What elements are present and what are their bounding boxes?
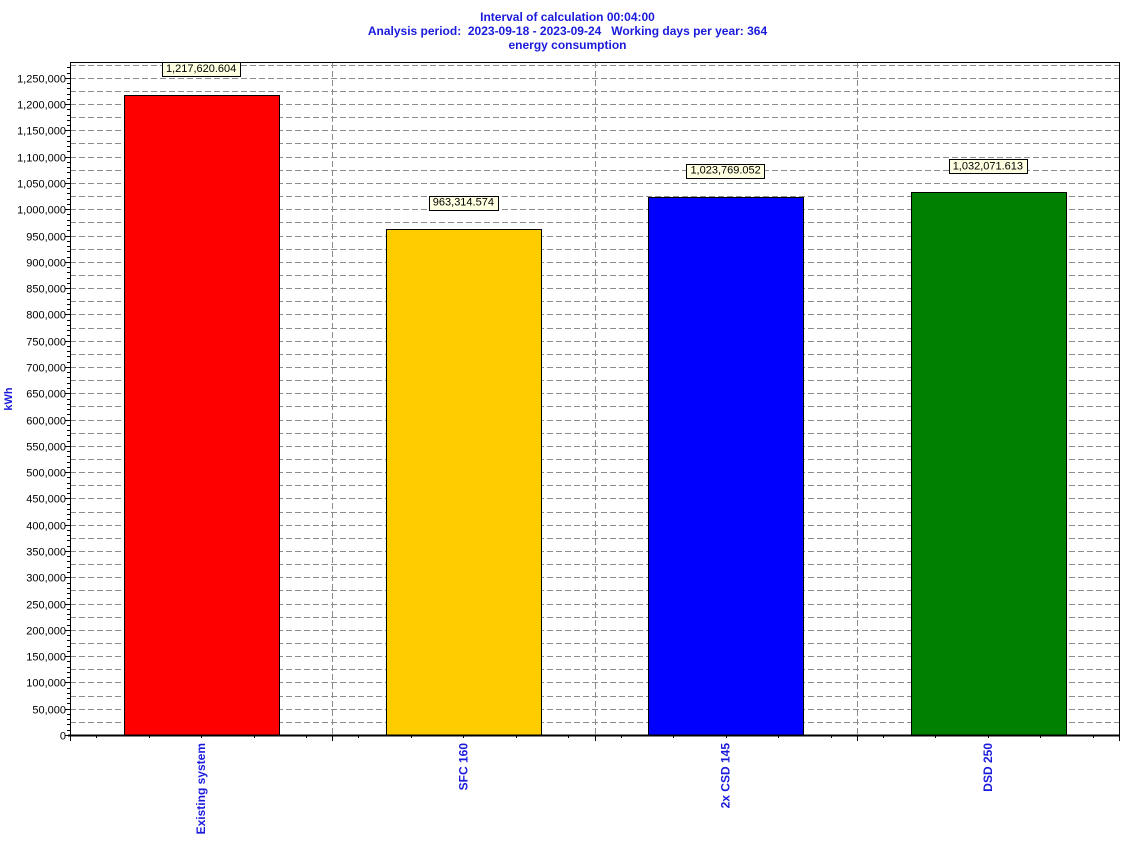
y-tick-label: 700,000 bbox=[26, 363, 66, 375]
plot-frame bbox=[68, 62, 1120, 737]
x-category-label: DSD 250 bbox=[981, 743, 995, 792]
y-tick-label: 650,000 bbox=[26, 389, 66, 401]
chart-title: Interval of calculation 00:04:00 Analysi… bbox=[0, 10, 1135, 52]
x-category-label: 2x CSD 145 bbox=[719, 743, 733, 809]
data-label: 963,314.574 bbox=[429, 196, 499, 211]
y-tick-label: 950,000 bbox=[26, 232, 66, 244]
y-tick-label: 100,000 bbox=[26, 678, 66, 690]
y-tick-label: 150,000 bbox=[26, 652, 66, 664]
y-tick-label: 1,250,000 bbox=[17, 74, 66, 86]
data-labels: 1,217,620.604 963,314.574 1,023,769.052 1,0… bbox=[162, 62, 1028, 211]
bar bbox=[911, 192, 1067, 736]
data-label-text: 1,217,620.604 bbox=[166, 63, 236, 75]
bar bbox=[648, 197, 804, 736]
y-tick-label: 500,000 bbox=[26, 468, 66, 480]
y-axis-title: kWh bbox=[3, 387, 15, 411]
data-label-text: 1,023,769.052 bbox=[690, 165, 760, 177]
data-label-box bbox=[686, 164, 765, 179]
title-line-1: Interval of calculation 00:04:00 bbox=[480, 10, 655, 24]
bar bbox=[124, 95, 280, 736]
y-tick-label: 800,000 bbox=[26, 310, 66, 322]
data-label-box bbox=[429, 196, 499, 211]
y-tick-label: 200,000 bbox=[26, 626, 66, 638]
y-tick-label: 750,000 bbox=[26, 337, 66, 349]
y-tick-label: 250,000 bbox=[26, 600, 66, 612]
bar bbox=[386, 229, 542, 736]
data-label: 1,023,769.052 bbox=[686, 164, 765, 179]
data-label-text: 963,314.574 bbox=[433, 197, 494, 209]
x-category-label: SFC 160 bbox=[456, 743, 470, 791]
title-line-3: energy consumption bbox=[508, 38, 627, 52]
y-tick-label: 1,050,000 bbox=[17, 179, 66, 191]
y-tick-label: 1,100,000 bbox=[17, 153, 66, 165]
x-category-label: Existing system bbox=[194, 743, 208, 834]
title-line-2: Analysis period: 2023-09-18 - 2023-09-24… bbox=[367, 24, 768, 38]
y-tick-label: 400,000 bbox=[26, 521, 66, 533]
y-tick-label: 350,000 bbox=[26, 547, 66, 559]
y-tick-label: 850,000 bbox=[26, 284, 66, 296]
data-label-box bbox=[949, 159, 1028, 174]
x-axis: Existing system SFC 160 2x CSD 145 DSD 250 bbox=[70, 735, 1120, 834]
y-tick-label: 600,000 bbox=[26, 416, 66, 428]
y-tick-label: 550,000 bbox=[26, 442, 66, 454]
y-tick-label: 450,000 bbox=[26, 494, 66, 506]
y-tick-label: 1,150,000 bbox=[17, 126, 66, 138]
y-tick-label: 300,000 bbox=[26, 573, 66, 585]
y-tick-label: 0 bbox=[60, 731, 66, 743]
y-tick-label: 1,000,000 bbox=[17, 205, 66, 217]
y-axis: 0 50,000 100,000 150,000 200,000 250,000 300,0… bbox=[17, 67, 70, 743]
data-label-box bbox=[162, 62, 241, 77]
y-tick-label: 50,000 bbox=[32, 705, 66, 717]
data-label: 1,217,620.604 bbox=[162, 62, 241, 77]
data-label-text: 1,032,071.613 bbox=[953, 160, 1023, 172]
y-tick-label: 1,200,000 bbox=[17, 100, 66, 112]
data-label: 1,032,071.613 bbox=[949, 159, 1028, 174]
bars bbox=[124, 95, 1067, 736]
y-tick-label: 900,000 bbox=[26, 258, 66, 270]
